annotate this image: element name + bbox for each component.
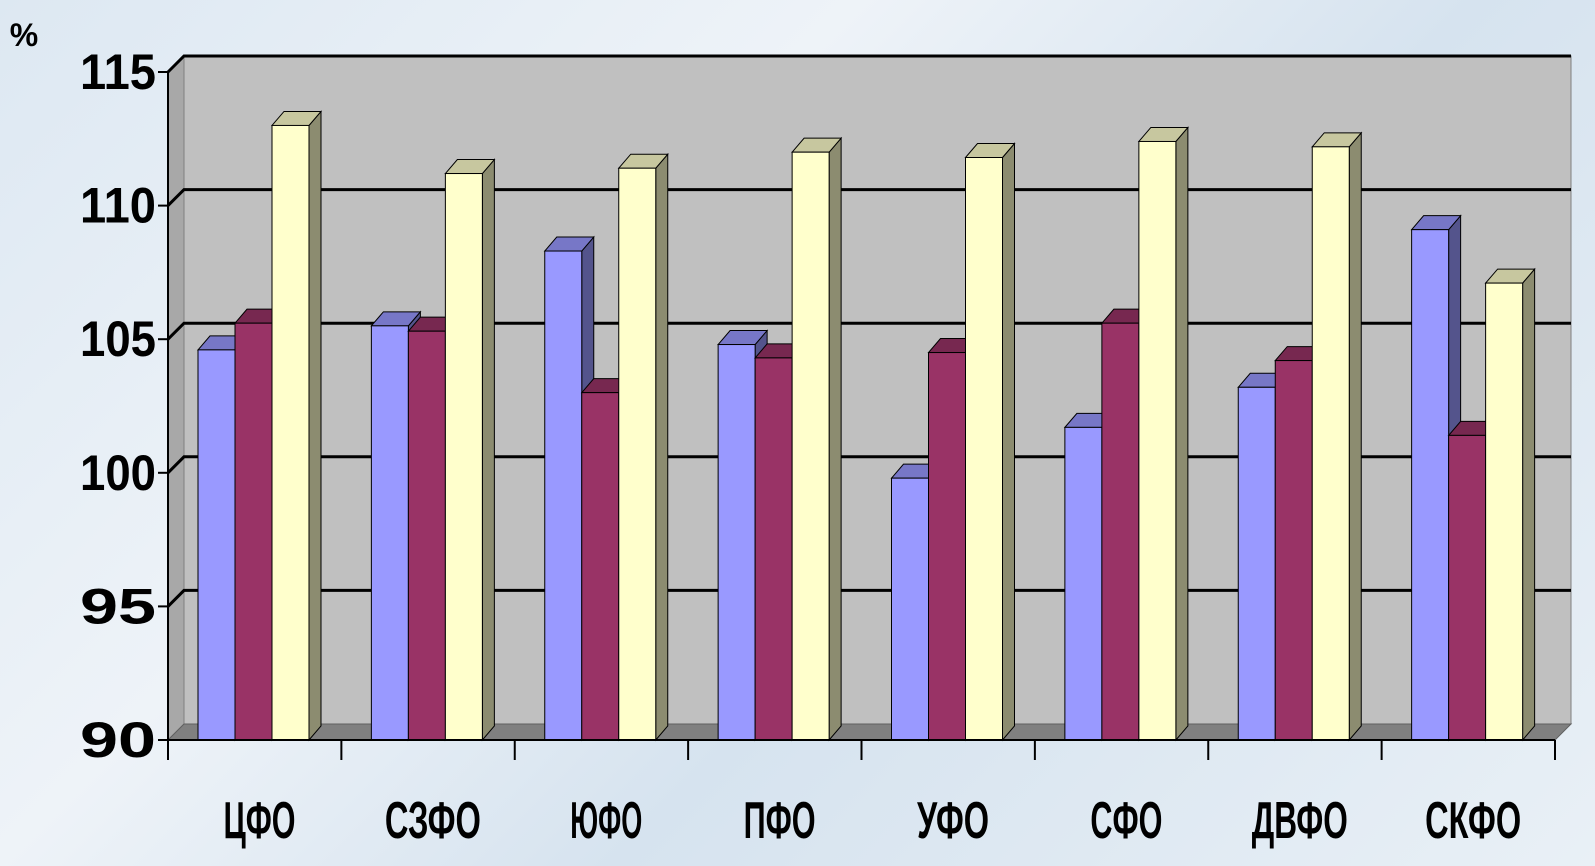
x-tick-label: СЗФО — [385, 792, 481, 850]
bar-front — [197, 349, 236, 741]
y-tick-label: 115 — [80, 44, 156, 100]
bar-front — [1138, 140, 1177, 741]
x-tick-label: СКФО — [1425, 792, 1521, 850]
axes — [158, 71, 1556, 760]
y-tick-label: 100 — [80, 445, 156, 501]
bar-front — [618, 167, 657, 741]
bar-side — [1175, 126, 1189, 742]
bar-front — [407, 330, 446, 741]
y-tick-label: 95 — [80, 578, 156, 634]
bar-front — [1274, 360, 1313, 741]
bar-front — [891, 477, 929, 741]
bar-side — [655, 152, 669, 742]
gridline — [166, 54, 1571, 74]
y-tick-label: 90 — [80, 712, 156, 768]
y-axis-label: % — [10, 17, 38, 53]
x-tick-label: ПФО — [744, 792, 816, 850]
bar — [1484, 267, 1536, 742]
bar-front — [1411, 229, 1450, 741]
bar — [964, 142, 1016, 742]
bar-front — [928, 352, 966, 741]
bar-front — [1237, 386, 1276, 741]
bar — [270, 110, 323, 742]
side-wall — [167, 54, 185, 742]
bar — [1311, 131, 1363, 742]
bar-front — [444, 173, 483, 741]
bar-front — [234, 322, 273, 741]
bar-front — [717, 344, 756, 741]
bar-front — [1311, 146, 1350, 741]
bar — [617, 152, 669, 742]
bar — [791, 136, 843, 742]
x-tick-label: ДВФО — [1252, 792, 1348, 850]
bar-side — [481, 158, 495, 742]
y-tick-label: 110 — [80, 178, 156, 234]
bar — [1410, 214, 1462, 742]
bar-side — [1522, 267, 1536, 742]
bar-front — [581, 392, 620, 741]
bar-front — [1485, 282, 1524, 741]
x-tick-label: СФО — [1090, 792, 1162, 850]
bar — [1137, 126, 1189, 742]
bar — [444, 158, 496, 742]
bar-front — [271, 124, 310, 741]
bar-front — [1064, 426, 1103, 741]
bar-front — [1101, 322, 1140, 741]
bar-front — [791, 151, 830, 741]
bar-side — [1348, 131, 1362, 742]
bars — [196, 110, 1536, 742]
bar-front — [1448, 434, 1487, 741]
bar-front — [965, 157, 1003, 741]
y-tick-label: 105 — [80, 311, 156, 367]
bar-side — [308, 110, 322, 742]
bar-side — [828, 136, 842, 742]
x-tick-label: УФО — [917, 792, 989, 850]
bar-front — [754, 357, 793, 741]
tick-labels: 90 95 100 105 110 115 ЦФО СЗФО ЮФО ПФО УФО СФО ДВФО С… — [80, 44, 1521, 850]
gridline — [166, 188, 1571, 207]
bar-side — [1002, 142, 1015, 742]
bar-front — [370, 325, 409, 741]
x-tick-label: ЦФО — [224, 792, 296, 850]
bar-front — [544, 250, 583, 741]
x-tick-label: ЮФО — [570, 792, 642, 850]
